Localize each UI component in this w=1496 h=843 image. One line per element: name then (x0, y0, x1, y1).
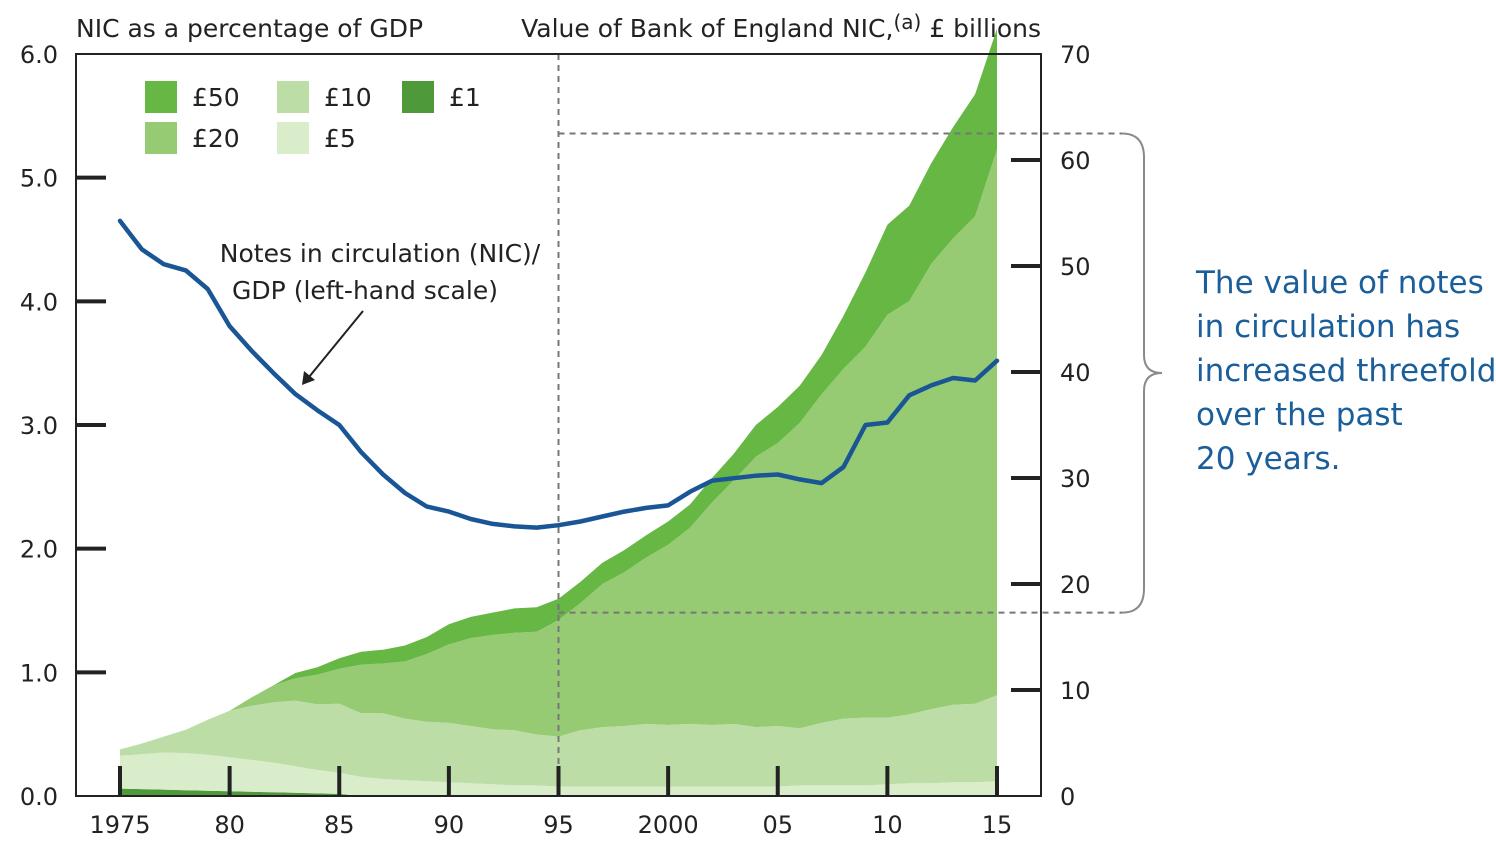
y-right-tick-label: 50 (1060, 253, 1091, 281)
legend-label: £1 (449, 83, 481, 112)
y-right-tick-label: 60 (1060, 147, 1091, 175)
nic-gdp-line (117, 218, 1000, 530)
reference-lines (557, 54, 1122, 796)
y-left-tick-label: 6.0 (20, 41, 58, 69)
x-axis: 1975 80 85 90 95 2000 05 10 15 (89, 766, 1012, 839)
line-annotation: Notes in circulation (NIC)/ GDP (left-ha… (220, 239, 541, 385)
annotation-arrow (308, 310, 364, 378)
x-tick-label: 15 (982, 811, 1013, 839)
y-right-tick-label: 20 (1060, 571, 1091, 599)
legend-swatch (277, 122, 309, 154)
callout-line-1: The value of notes (1195, 265, 1484, 301)
x-tick-label: 1975 (89, 811, 150, 839)
x-tick-label: 10 (872, 811, 903, 839)
callout-line-3: increased threefold (1196, 353, 1496, 389)
x-tick-label: 05 (762, 811, 793, 839)
y-right-tick-label: 10 (1060, 677, 1091, 705)
legend-label: £20 (192, 124, 240, 153)
legend-label: £5 (324, 124, 356, 153)
callout-text: The value of notes in circulation has in… (1195, 265, 1496, 477)
left-axis-title: NIC as a percentage of GDP (76, 14, 423, 43)
legend-swatch (277, 81, 309, 113)
nic-gdp-line-group (117, 218, 1000, 530)
y-right-tick-label: 30 (1060, 465, 1091, 493)
y-right-tick-label: 40 (1060, 359, 1091, 387)
y-axis-right: 0 10 20 30 40 50 60 70 (1011, 41, 1091, 811)
y-left-tick-label: 3.0 (20, 412, 58, 440)
x-tick-label: 95 (543, 811, 574, 839)
y-left-tick-label: 2.0 (20, 536, 58, 564)
x-tick-label: 80 (214, 811, 245, 839)
legend-label: £10 (324, 83, 372, 112)
annotation-arrowhead (302, 371, 315, 385)
bracket (1121, 132, 1163, 614)
callout-line-4: over the past (1196, 397, 1403, 433)
callout-line-5: 20 years. (1196, 441, 1340, 477)
y-right-tick-label: 70 (1060, 41, 1091, 69)
legend-swatch (402, 81, 434, 113)
y-left-tick-label: 1.0 (20, 659, 58, 687)
right-axis-title: Value of Bank of England NIC,(a) £ billio… (521, 10, 1041, 43)
legend-label: £50 (192, 83, 240, 112)
right-axis-title-footnote: (a) (893, 10, 921, 34)
x-tick-label: 85 (324, 811, 355, 839)
legend-swatch (145, 81, 177, 113)
line-label-1: Notes in circulation (NIC)/ (220, 239, 541, 268)
x-tick-label: 2000 (638, 811, 699, 839)
x-tick-label: 90 (434, 811, 465, 839)
y-axis-left: 0.0 1.0 2.0 3.0 4.0 5.0 6.0 (20, 41, 106, 811)
callout-line-2: in circulation has (1196, 309, 1460, 345)
legend-swatch (145, 122, 177, 154)
y-left-tick-label: 0.0 (20, 783, 58, 811)
y-left-tick-label: 5.0 (20, 165, 58, 193)
legend: £50 £10 £1 £20 £5 (145, 81, 481, 154)
y-right-tick-label: 0 (1060, 783, 1075, 811)
area-series-20 (120, 149, 997, 750)
y-left-tick-label: 4.0 (20, 288, 58, 316)
line-label-2: GDP (left-hand scale) (232, 276, 498, 305)
